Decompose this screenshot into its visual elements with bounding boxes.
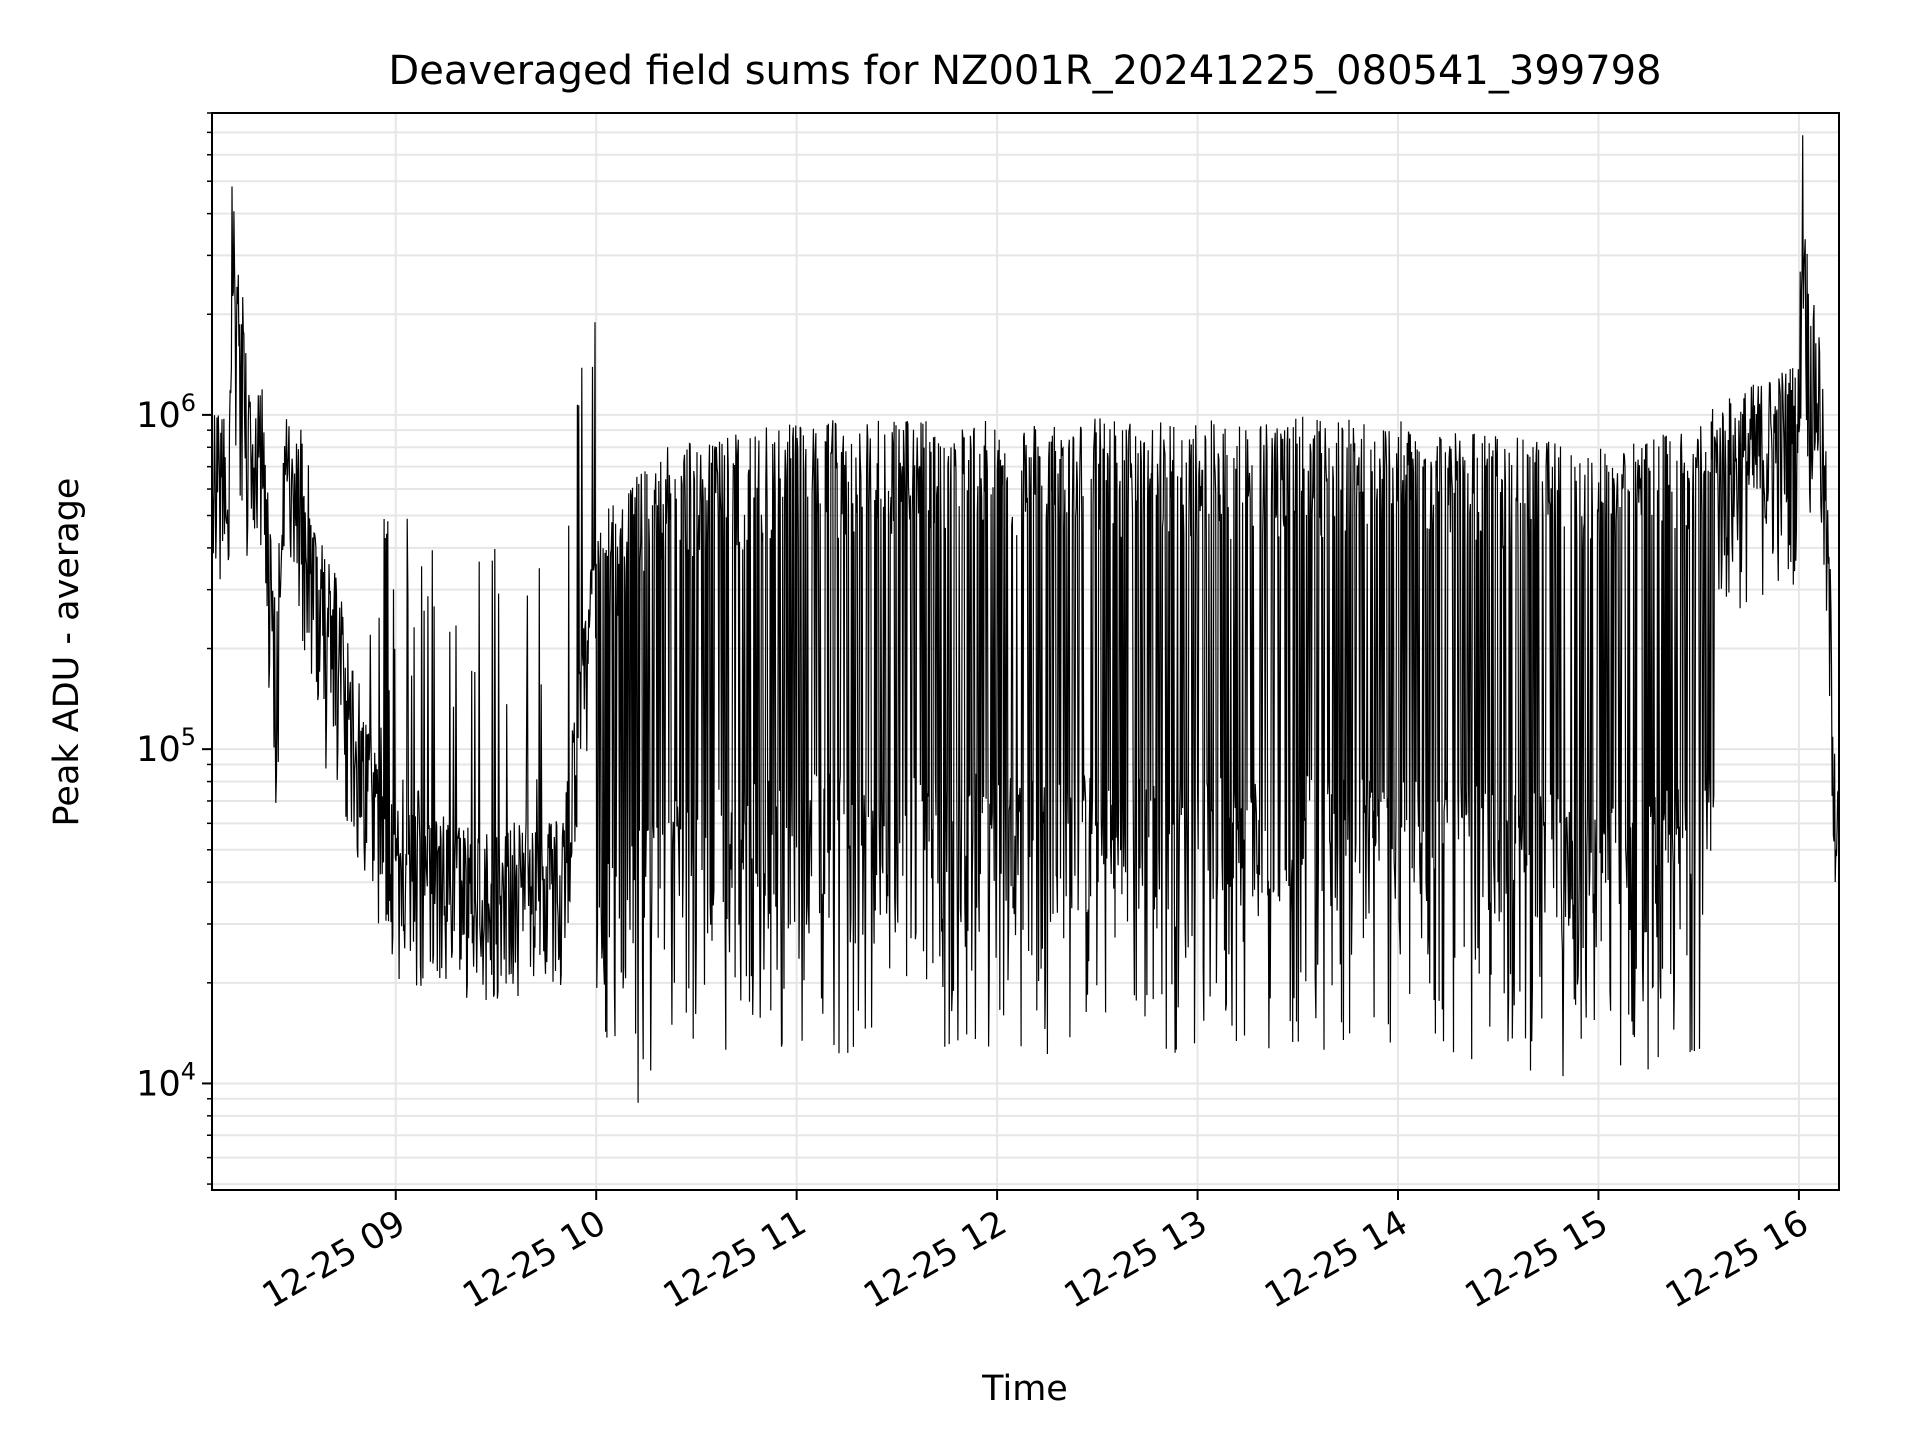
series-layer: [211, 135, 1840, 1103]
y-axis-label: Peak ADU - average: [47, 478, 87, 827]
y-tick-label: 106: [136, 389, 196, 436]
grid: [212, 112, 1839, 1190]
x-tick-label: 12-25 10: [456, 1203, 612, 1316]
series-line: [211, 135, 1840, 1103]
y-minor-ticks: [207, 112, 212, 1185]
x-axis: 12-25 09 12-25 10 12-25 11 12-25 12 12-25 13…: [256, 1190, 1815, 1316]
x-tick-label: 12-25 13: [1058, 1203, 1214, 1316]
y-tick-label: 104: [136, 1057, 196, 1104]
plot-area-frame: [211, 112, 1840, 1191]
x-axis-label: Time: [981, 1369, 1068, 1409]
x-tick-label: 12-25 09: [256, 1203, 412, 1316]
x-tick-label: 12-25 15: [1459, 1203, 1615, 1316]
y-tick-label: 105: [136, 723, 196, 770]
chart-title: Deaveraged field sums for NZ001R_2024122…: [388, 48, 1661, 94]
x-tick-label: 12-25 14: [1258, 1203, 1414, 1316]
y-axis: 104 105 106: [136, 389, 212, 1104]
x-tick-label: 12-25 11: [657, 1203, 813, 1316]
x-tick-label: 12-25 12: [857, 1203, 1013, 1316]
x-tick-label: 12-25 16: [1659, 1203, 1815, 1316]
